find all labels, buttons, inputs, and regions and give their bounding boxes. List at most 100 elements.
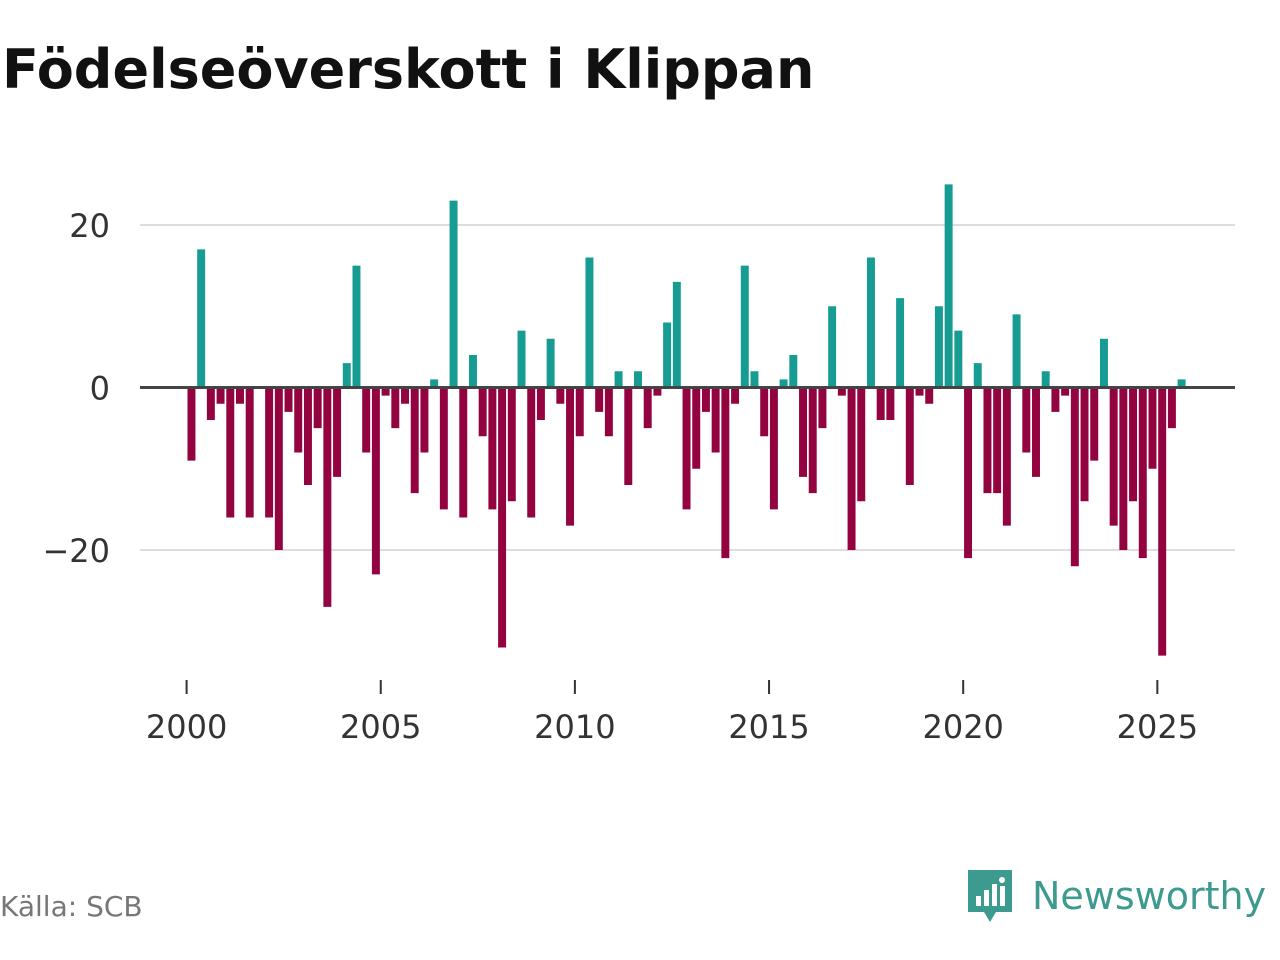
bar (983, 387, 992, 494)
bar (556, 387, 565, 404)
bar (828, 306, 837, 388)
bar (284, 387, 293, 412)
bar (197, 249, 206, 388)
bar (362, 387, 371, 453)
bar (769, 387, 778, 510)
bar (546, 338, 555, 388)
bar (430, 379, 439, 388)
bar (886, 387, 895, 420)
bar (925, 387, 934, 404)
source-label: Källa: SCB (0, 890, 143, 923)
bar (187, 387, 196, 461)
x-tick-label: 2010 (534, 708, 615, 746)
bar (818, 387, 827, 429)
bar (517, 330, 526, 388)
bar (915, 387, 924, 396)
bar (1138, 387, 1147, 559)
bar (1012, 314, 1021, 388)
bar (439, 387, 448, 510)
bar (468, 355, 477, 388)
bar (1032, 387, 1040, 477)
newsworthy-logo-icon (968, 870, 1012, 922)
bar (401, 387, 409, 404)
bar (1061, 387, 1070, 396)
bar (731, 387, 740, 404)
bar (643, 387, 652, 429)
bar (624, 387, 633, 485)
bar (876, 387, 885, 420)
bar (488, 387, 497, 510)
bar (1070, 387, 1079, 567)
bar (1090, 387, 1099, 461)
bar (721, 387, 730, 559)
bar (701, 387, 710, 412)
bar (342, 363, 351, 388)
bar (536, 387, 545, 420)
bar (896, 298, 905, 388)
bar (507, 387, 516, 502)
bar (216, 387, 225, 404)
bar (410, 387, 419, 494)
bar (575, 387, 584, 437)
bar (750, 371, 759, 388)
gridlines (140, 224, 1235, 551)
bar (604, 387, 613, 437)
brand-logo[interactable]: Newsworthy (964, 866, 1266, 926)
bar (964, 387, 973, 559)
bar (934, 306, 943, 388)
bar (1022, 387, 1031, 453)
bar (459, 387, 468, 518)
brand-name: Newsworthy (1032, 874, 1267, 918)
bar (760, 387, 769, 437)
bar (789, 355, 798, 388)
bar (614, 371, 623, 388)
bar (303, 387, 312, 485)
x-tick-label: 2005 (340, 708, 421, 746)
bar (1158, 387, 1167, 656)
bar (1167, 387, 1176, 429)
y-tick-label: 20 (69, 207, 110, 245)
bar (1041, 371, 1050, 388)
bar (799, 387, 807, 477)
bar (323, 387, 332, 607)
x-tick-label: 2020 (922, 708, 1003, 746)
bar (566, 387, 575, 526)
bar (527, 387, 536, 518)
bar (274, 387, 283, 550)
bar (381, 387, 390, 396)
bar (245, 387, 254, 518)
bar (944, 184, 953, 388)
bar (294, 387, 303, 453)
bar (595, 387, 604, 412)
bar (352, 265, 361, 388)
bar (420, 387, 429, 453)
bar (692, 387, 701, 469)
bars (187, 184, 1186, 656)
bar (371, 387, 380, 575)
bar (1080, 387, 1089, 502)
bar (333, 387, 342, 477)
bar (226, 387, 235, 518)
bar (1119, 387, 1128, 550)
y-axis-ticks: 20 0 −20 (42, 207, 110, 570)
bar (808, 387, 817, 494)
bar (1129, 387, 1138, 502)
bar (779, 379, 788, 388)
bar (313, 387, 322, 429)
bar (585, 257, 594, 388)
x-tick-label: 2025 (1117, 708, 1198, 746)
bar (663, 322, 672, 388)
x-tick-label: 2015 (728, 708, 809, 746)
bar (634, 371, 642, 388)
bar (206, 387, 215, 420)
bar (837, 387, 846, 396)
bar (391, 387, 400, 429)
y-tick-label: −20 (42, 532, 110, 570)
bar (857, 387, 866, 502)
bar (1099, 338, 1108, 388)
chart-title: Födelseöverskott i Klippan (2, 38, 815, 101)
bar (711, 387, 720, 453)
bar (1051, 387, 1060, 412)
bar (478, 387, 487, 437)
